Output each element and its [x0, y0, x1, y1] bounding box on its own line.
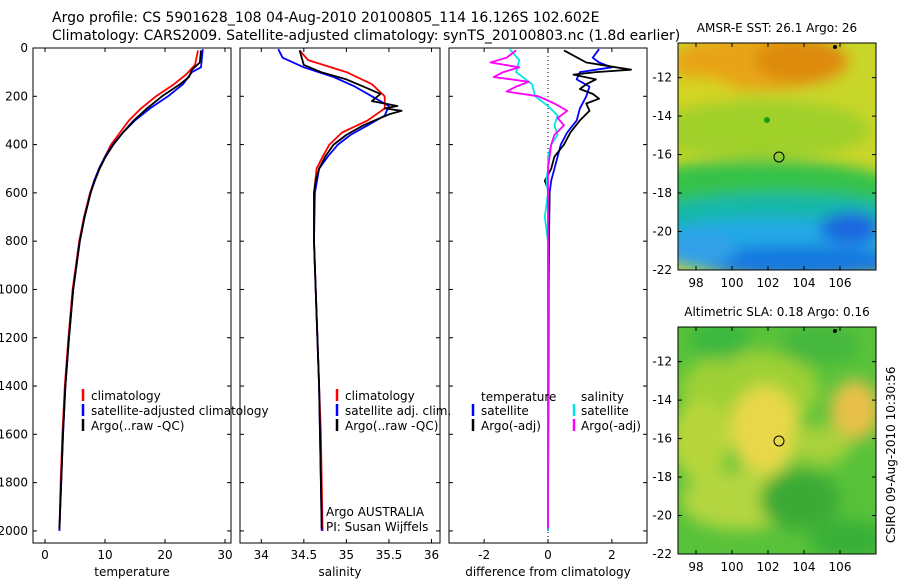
sla-map-title: Altimetric SLA: 0.18 Argo: 0.16 [684, 305, 869, 319]
y-tick-label: 800 [5, 234, 28, 248]
legend-label: Argo(-adj) [481, 419, 541, 433]
sst-map-axes: 98 100 102 104 106 -12 -14 -16 -18 -20 -22 [652, 43, 876, 290]
legend-label: satellite-adjusted climatology [91, 404, 269, 418]
x-tick-label: 35.5 [376, 548, 403, 562]
y-tick-label: 400 [5, 138, 28, 152]
salinity-profile-xlabel: salinity [318, 565, 361, 579]
legend-label: Argo(..raw -QC) [91, 419, 184, 433]
y-tick-label: 0 [20, 41, 28, 55]
legend-label: Argo(..raw -QC) [345, 419, 438, 433]
map-x-tick-label: 106 [829, 560, 852, 574]
series-line-satellite [58, 49, 204, 531]
x-tick-label: 0 [41, 548, 49, 562]
y-tick-label: 1600 [0, 427, 28, 441]
map-y-tick-label: -18 [652, 470, 672, 484]
temperature-profile-frame [32, 47, 232, 544]
temperature-profile-xlabel: temperature [94, 565, 169, 579]
annotation-label: PI: Susan Wijffels [326, 520, 428, 534]
series-line-argo [298, 50, 403, 529]
x-tick-label: 10 [97, 548, 112, 562]
map-y-tick-label: -14 [652, 109, 672, 123]
sla-map-panel: Altimetric SLA: 0.18 Argo: 0.16 98 100 102… [652, 305, 877, 574]
legend-title-temperature: temperature [481, 390, 556, 404]
x-tick-label: 34.5 [290, 548, 317, 562]
x-tick-label: 2 [608, 548, 616, 562]
map-y-tick-label: -12 [652, 71, 672, 85]
series-line-salinity-argo [489, 49, 569, 529]
map-y-tick-label: -22 [652, 547, 672, 561]
legend-label: satellite [581, 404, 629, 418]
sst-map-panel: AMSR-E SST: 26.1 Argo: 26 98 100 102 104 106… [652, 21, 877, 290]
legend-label: climatology [91, 389, 161, 403]
x-tick-label: 36 [424, 548, 439, 562]
legend-title-salinity: salinity [581, 390, 624, 404]
map-x-tick-label: 106 [829, 276, 852, 290]
annotation-label: Argo AUSTRALIA [326, 505, 425, 519]
map-y-tick-label: -16 [652, 148, 672, 162]
y-tick-label: 1200 [0, 331, 28, 345]
sst-heatmap [678, 43, 876, 270]
salinity-profile-frame [239, 47, 441, 544]
map-x-tick-label: 98 [688, 560, 703, 574]
map-x-tick-label: 98 [688, 276, 703, 290]
map-x-tick-label: 102 [757, 560, 780, 574]
y-tick-label: 1800 [0, 476, 28, 490]
legend-label: satellite adj. clim. [345, 404, 451, 418]
map-y-tick-label: -20 [652, 509, 672, 523]
sla-map-axes: 98 100 102 104 106 -12 -14 -16 -18 -20 -22 [652, 327, 876, 574]
temperature-profile-panel: 0 10 20 30 temperature 0 200 400 600 800 1000 1200 1… [0, 41, 269, 579]
legend-label: satellite [481, 404, 529, 418]
x-tick-label: -2 [478, 548, 490, 562]
difference-from-climatology-xlabel: difference from climatology [465, 565, 631, 579]
series-line-temperature-argo [543, 49, 632, 529]
sst-map-title: AMSR-E SST: 26.1 Argo: 26 [697, 21, 857, 35]
legend-label: climatology [345, 389, 415, 403]
legend-label: Argo(-adj) [581, 419, 641, 433]
side-timestamp-label: CSIRO 09-Aug-2010 10:30:56 [884, 367, 898, 543]
y-tick-label: 1000 [0, 282, 28, 296]
y-tick-label: 2000 [0, 524, 28, 538]
map-y-tick-label: -12 [652, 355, 672, 369]
sla-profile-marker [773, 435, 785, 447]
map-x-tick-label: 104 [793, 560, 816, 574]
map-y-tick-label: -18 [652, 186, 672, 200]
map-y-tick-label: -22 [652, 263, 672, 277]
series-line-climatology [58, 50, 199, 531]
series-line-argo [58, 50, 202, 529]
y-tick-label: 1400 [0, 379, 28, 393]
map-y-tick-label: -14 [652, 393, 672, 407]
difference-from-climatology-panel: -2 0 2 difference from climatology temperatu… [448, 47, 648, 579]
x-tick-label: 30 [217, 548, 232, 562]
map-x-tick-label: 100 [721, 560, 744, 574]
figure-title-line-1: Argo profile: CS 5901628_108 04-Aug-2010… [52, 10, 600, 26]
series-line-salinity-satellite [509, 48, 559, 531]
map-x-tick-label: 100 [721, 276, 744, 290]
map-y-tick-label: -16 [652, 432, 672, 446]
map-x-tick-label: 104 [793, 276, 816, 290]
salinity-profile-panel: 34 34.5 35 35.5 36 salinity climatologysatelli… [239, 47, 451, 579]
map-x-tick-label: 102 [757, 276, 780, 290]
x-tick-label: 34 [254, 548, 269, 562]
y-tick-label: 600 [5, 186, 28, 200]
map-y-tick-label: -20 [652, 225, 672, 239]
y-tick-label: 200 [5, 89, 28, 103]
x-tick-label: 0 [544, 548, 552, 562]
figure-title-line-2: Climatology: CARS2009. Satellite-adjuste… [52, 28, 681, 44]
x-tick-label: 35 [339, 548, 354, 562]
sla-heatmap [678, 327, 876, 554]
sst-profile-marker [773, 151, 785, 163]
x-tick-label: 20 [157, 548, 172, 562]
